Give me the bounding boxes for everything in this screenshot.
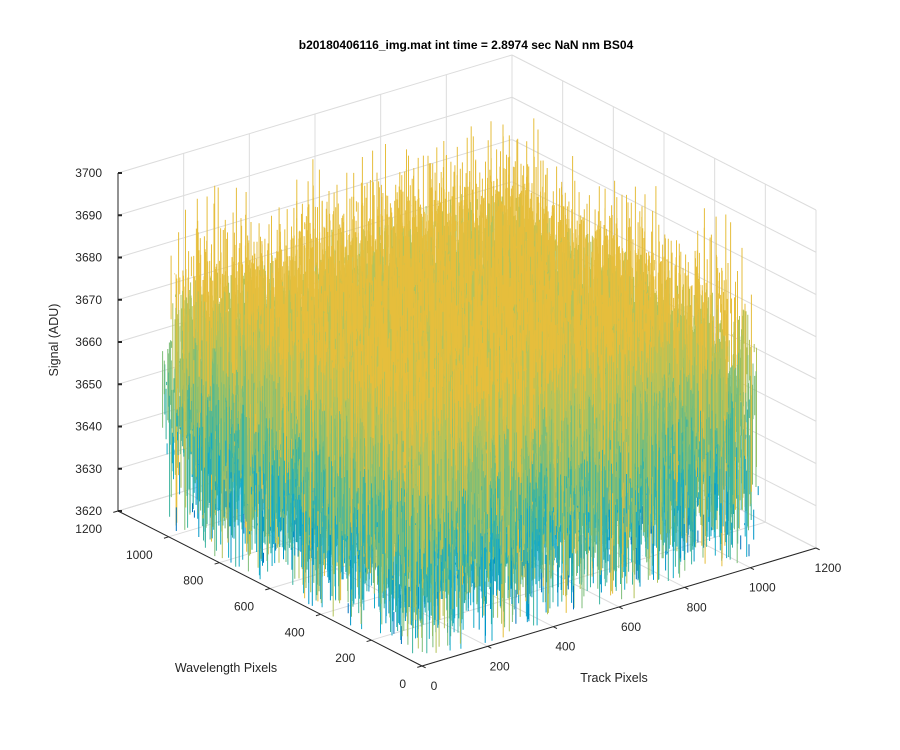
side-wall-grid-line — [511, 96, 817, 253]
z-tick-label: 3650 — [75, 377, 102, 391]
x-tick-label: 800 — [687, 600, 707, 614]
z-axis-label: Signal (ADU) — [47, 304, 61, 377]
surface-strand — [432, 364, 757, 565]
x-tick-label: 1000 — [749, 581, 776, 595]
z-tick-label: 3700 — [75, 166, 102, 180]
x-tick-mark — [487, 645, 492, 649]
surface-strand — [400, 552, 669, 644]
surface-strand — [418, 505, 713, 611]
z-tick-label: 3690 — [75, 208, 102, 222]
x-tick-mark — [815, 547, 820, 551]
y-tick-mark — [163, 536, 169, 539]
z-tick-label: 3620 — [75, 504, 102, 518]
x-tick-label: 1200 — [815, 561, 842, 575]
x-tick-mark — [684, 586, 689, 590]
y-tick-label: 800 — [183, 574, 203, 588]
x-tick-label: 0 — [431, 679, 438, 693]
side-wall-grid-line — [511, 54, 817, 211]
z-tick-label: 3680 — [75, 251, 102, 265]
y-tick-label: 200 — [335, 651, 355, 665]
surface-strand — [484, 521, 727, 623]
side-wall-grid-line — [511, 139, 817, 295]
x-axis-label: Track Pixels — [580, 671, 648, 685]
y-tick-mark — [366, 639, 372, 643]
y-tick-label: 600 — [234, 600, 254, 614]
surface-strand — [430, 282, 752, 638]
y-tick-label: 1200 — [75, 522, 102, 536]
y-tick-mark — [113, 510, 119, 513]
back-wall-grid-line — [117, 96, 513, 216]
x-tick-label: 600 — [621, 620, 641, 634]
surface-layer — [162, 118, 759, 654]
z-tick-label: 3640 — [75, 420, 102, 434]
surface-strand — [421, 335, 748, 644]
y-tick-mark — [417, 665, 423, 668]
z-tick-label: 3660 — [75, 335, 102, 349]
x-tick-label: 200 — [490, 659, 510, 673]
tick-layer: 0 200 400 600 800 1000 1200 0 200 400 600 800 1000 12… — [75, 166, 841, 693]
x-tick-label: 400 — [555, 640, 575, 654]
y-tick-mark — [214, 562, 220, 565]
y-tick-label: 0 — [399, 677, 406, 691]
surface-strand — [437, 486, 759, 643]
y-tick-label: 1000 — [126, 548, 153, 562]
x-tick-mark — [553, 626, 558, 629]
y-tick-label: 400 — [285, 625, 305, 639]
surface-strand — [428, 399, 750, 611]
surface-strand — [687, 514, 705, 553]
surface-strand — [441, 470, 728, 641]
x-tick-mark — [750, 567, 755, 570]
back-wall-grid-line — [117, 54, 513, 174]
y-tick-mark — [265, 588, 271, 591]
y-tick-mark — [315, 613, 321, 617]
z-tick-label: 3670 — [75, 293, 102, 307]
x-tick-mark — [421, 665, 426, 669]
chart-title: b20180406116_img.mat int time = 2.8974 s… — [299, 38, 634, 52]
surface-strand — [424, 522, 733, 607]
z-tick-label: 3630 — [75, 462, 102, 476]
x-tick-mark — [618, 606, 623, 610]
y-axis-label: Wavelength Pixels — [175, 661, 277, 675]
